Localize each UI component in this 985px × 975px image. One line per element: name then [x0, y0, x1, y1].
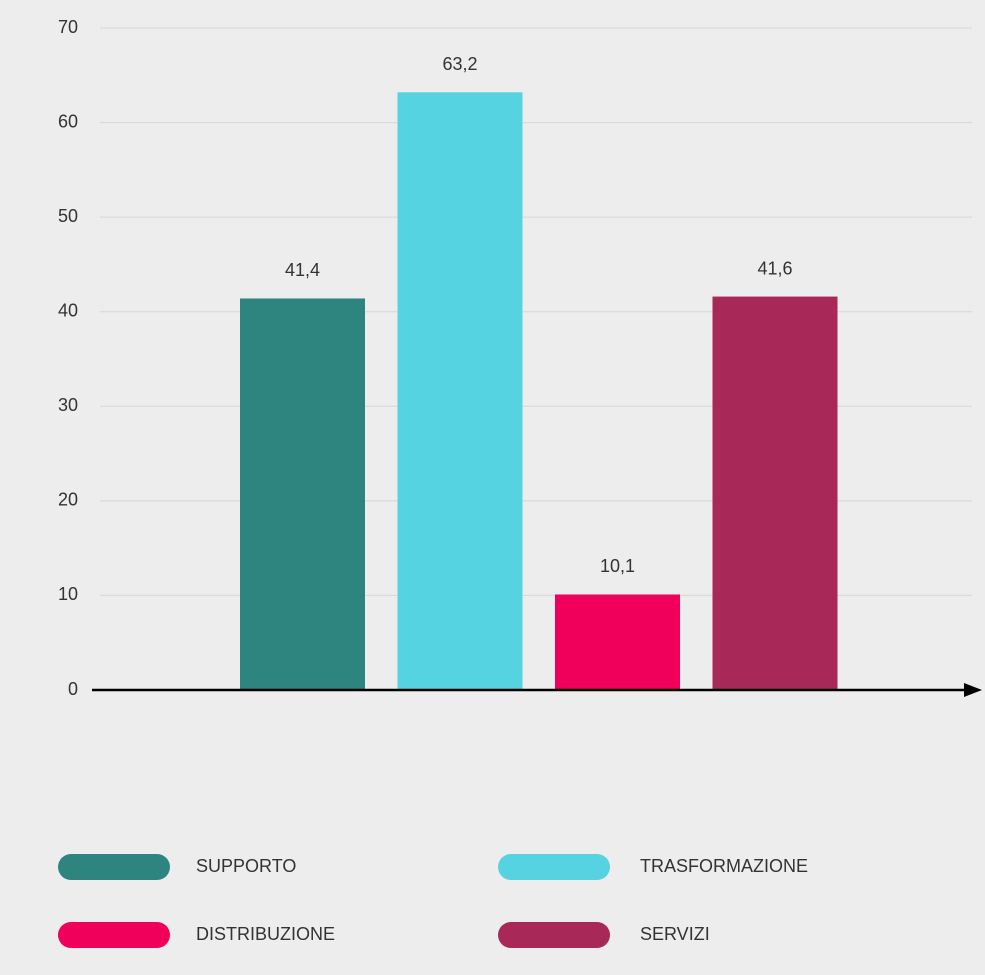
bar	[397, 92, 523, 690]
y-tick-label: 50	[58, 206, 78, 226]
bar	[555, 594, 680, 690]
legend-swatch	[58, 854, 170, 880]
y-tick-label: 20	[58, 490, 78, 510]
bar	[712, 296, 838, 690]
legend-label: SERVIZI	[640, 924, 710, 944]
legend-label: SUPPORTO	[196, 856, 296, 876]
y-tick-label: 0	[68, 679, 78, 699]
legend-label: TRASFORMAZIONE	[640, 856, 808, 876]
legend-swatch	[498, 922, 610, 948]
y-tick-label: 10	[58, 584, 78, 604]
axis-arrow	[964, 683, 982, 697]
value-label: 41,4	[285, 260, 320, 280]
legend-label: DISTRIBUZIONE	[196, 924, 335, 944]
value-label: 10,1	[600, 556, 635, 576]
y-tick-label: 70	[58, 17, 78, 37]
y-tick-label: 30	[58, 395, 78, 415]
bar	[240, 298, 365, 690]
legend-swatch	[58, 922, 170, 948]
value-label: 41,6	[757, 258, 792, 278]
value-label: 63,2	[442, 54, 477, 74]
legend-swatch	[498, 854, 610, 880]
y-tick-label: 60	[58, 111, 78, 131]
y-tick-label: 40	[58, 300, 78, 320]
